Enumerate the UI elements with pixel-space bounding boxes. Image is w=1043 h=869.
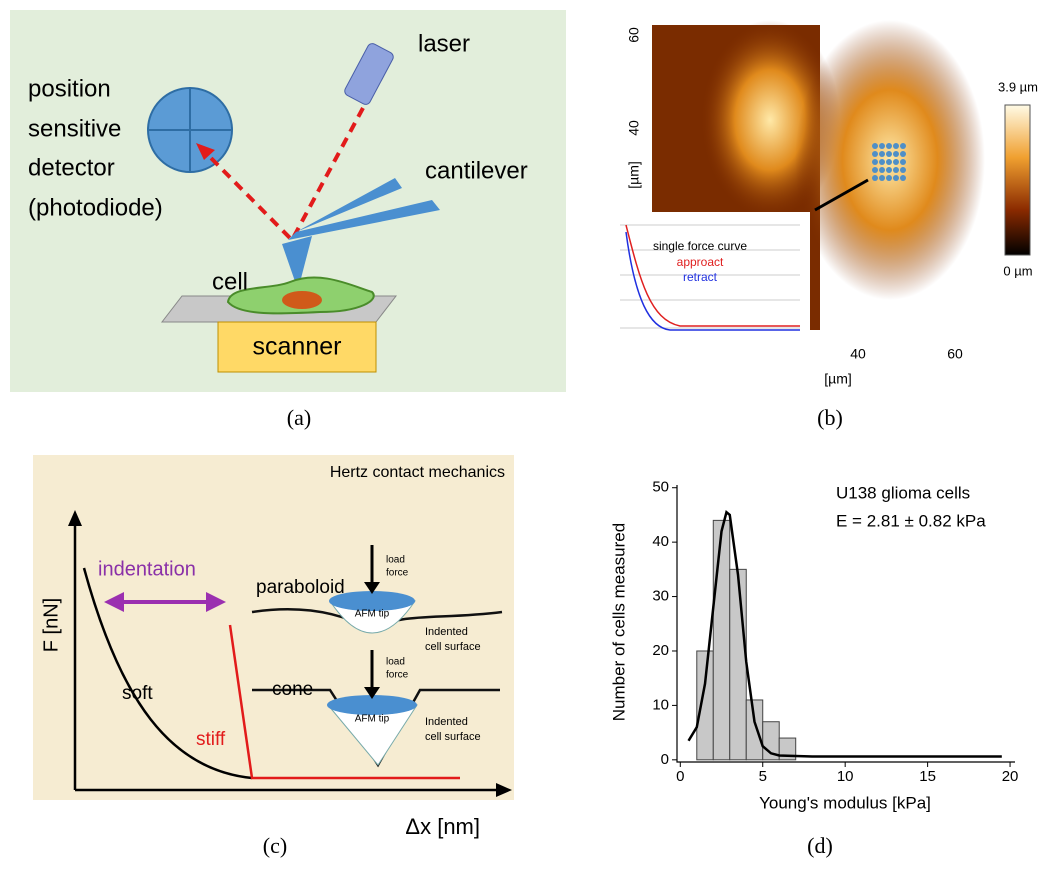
- label: AFM tip: [355, 609, 390, 620]
- x-tick-label: 0: [676, 768, 684, 785]
- label: scanner: [253, 333, 342, 361]
- panel-b: single force curve approact retract 60 4…: [597, 20, 1038, 387]
- label: cell surface: [425, 731, 481, 743]
- y-tick-label: 0: [661, 751, 669, 768]
- tick-label: 40: [626, 120, 642, 136]
- x-tick-label: 5: [759, 768, 767, 785]
- label: indentation: [98, 558, 196, 580]
- label: cell surface: [425, 641, 481, 653]
- bar: [713, 520, 729, 759]
- bar: [697, 651, 713, 760]
- y-tick-label: 10: [652, 696, 669, 713]
- label: paraboloid: [256, 577, 345, 598]
- tick-label: 40: [850, 346, 866, 362]
- inset-label: single force curve: [653, 239, 747, 253]
- panel-c: Hertz contact mechanics indentation para…: [33, 455, 514, 839]
- nucleus: [282, 291, 322, 309]
- label: sensitive: [28, 115, 121, 142]
- label: cell: [212, 268, 248, 295]
- figure: scanner laser position sensitive detecto…: [0, 0, 1043, 864]
- y-tick-label: 40: [652, 533, 669, 550]
- x-axis-title: Young's modulus [kPa]: [759, 793, 931, 812]
- axis-label: Δx [nm]: [405, 814, 480, 839]
- panel-label: (d): [807, 833, 833, 858]
- label: soft: [122, 683, 153, 704]
- axis-label: [µm]: [626, 161, 642, 189]
- tick-label: 60: [626, 27, 642, 43]
- bar: [730, 569, 746, 759]
- label: laser: [418, 30, 470, 57]
- x-tick-label: 20: [1002, 768, 1019, 785]
- label: cone: [272, 679, 313, 700]
- label: Hertz contact mechanics: [330, 464, 505, 481]
- tick-label: 60: [947, 346, 963, 362]
- label: position: [28, 75, 111, 102]
- inset-label: approact: [677, 255, 724, 269]
- label: detector: [28, 154, 115, 181]
- label: Indented: [425, 716, 468, 728]
- chart-subtitle: E = 2.81 ± 0.82 kPa: [836, 511, 986, 530]
- chart-title: U138 glioma cells: [836, 483, 970, 502]
- panel-d: U138 glioma cells E = 2.81 ± 0.82 kPa Yo…: [609, 479, 1018, 813]
- label: load: [386, 555, 405, 566]
- inset-label: retract: [683, 270, 718, 284]
- label: cantilever: [425, 157, 528, 184]
- label: force: [386, 568, 409, 579]
- label: force: [386, 670, 409, 681]
- panel-a: scanner laser position sensitive detecto…: [10, 10, 566, 392]
- panel-label: (c): [263, 833, 287, 858]
- colorbar-label: 0 µm: [1003, 263, 1032, 278]
- y-tick-label: 30: [652, 588, 669, 605]
- axis-label: [µm]: [824, 371, 852, 387]
- panel-label: (a): [287, 405, 311, 430]
- x-tick-label: 10: [837, 768, 854, 785]
- label: load: [386, 657, 405, 668]
- label: stiff: [196, 729, 226, 750]
- y-axis-title: Number of cells measured: [609, 523, 628, 721]
- label: (photodiode): [28, 194, 163, 221]
- label: Indented: [425, 626, 468, 638]
- bar: [746, 700, 762, 760]
- colorbar: [1005, 105, 1030, 255]
- panel-label: (b): [817, 405, 843, 430]
- axis-label: F [nN]: [40, 598, 62, 652]
- colorbar-label: 3.9 µm: [998, 79, 1038, 94]
- x-tick-label: 15: [919, 768, 936, 785]
- y-tick-label: 50: [652, 479, 669, 496]
- label: AFM tip: [355, 714, 390, 725]
- y-tick-label: 20: [652, 642, 669, 659]
